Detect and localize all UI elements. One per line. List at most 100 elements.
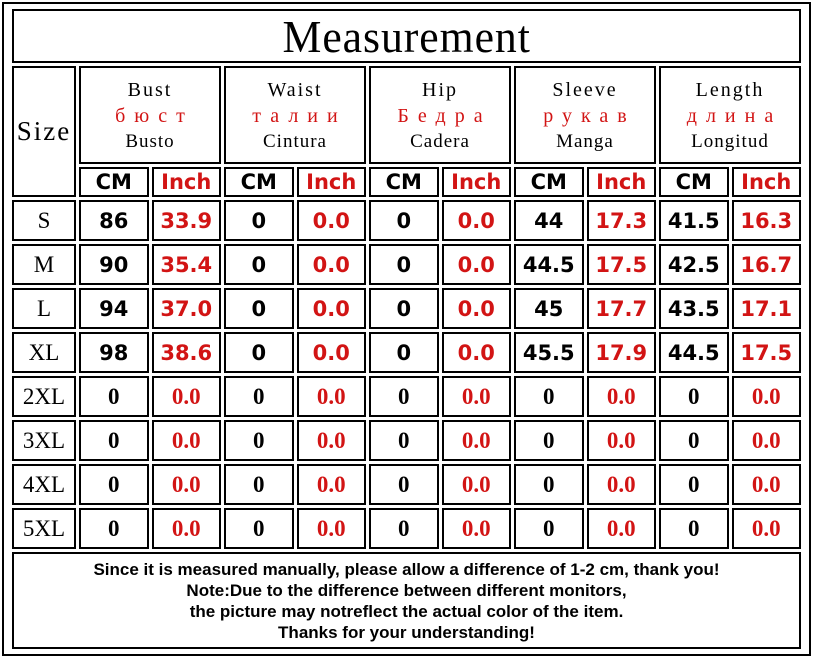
value-cell: 0.0 <box>731 376 801 417</box>
column-label-ru: Бедра <box>397 105 492 127</box>
value-cell: 0.0 <box>441 288 511 329</box>
value-cell: 0.0 <box>731 464 801 505</box>
value-cell: 16.7 <box>731 244 801 285</box>
value-cell: 17.9 <box>586 332 656 373</box>
value-cell: 0.0 <box>296 332 366 373</box>
value-cell: 0 <box>369 508 439 549</box>
column-group-bust: Bust бюст Busto <box>79 66 221 164</box>
column-label-en: Waist <box>267 79 323 101</box>
value-cell: 43.5 <box>659 288 729 329</box>
row-size-label: 2XL <box>12 376 76 417</box>
footer-note: Since it is measured manually, please al… <box>12 552 801 649</box>
value-cell: 0 <box>224 420 294 461</box>
value-cell: 35.4 <box>151 244 221 285</box>
value-cell: 90 <box>79 244 149 285</box>
value-cell: 44.5 <box>659 332 729 373</box>
value-cell: 38.6 <box>151 332 221 373</box>
value-cell: 0.0 <box>296 244 366 285</box>
column-label-es: Cadera <box>410 131 470 152</box>
value-cell: 0.0 <box>441 464 511 505</box>
value-cell: 0.0 <box>296 464 366 505</box>
column-label-en: Length <box>695 79 765 101</box>
value-cell: 0.0 <box>151 464 221 505</box>
column-label-ru: талии <box>252 105 347 127</box>
value-cell: 0.0 <box>441 376 511 417</box>
column-label-ru: длина <box>686 105 783 127</box>
value-cell: 0 <box>659 420 729 461</box>
value-cell: 16.3 <box>731 200 801 241</box>
row-size-label: L <box>12 288 76 329</box>
value-cell: 0 <box>79 420 149 461</box>
column-label-es: Manga <box>556 131 614 152</box>
unit-header-inch-sleeve: Inch <box>586 167 656 197</box>
size-column-header: Size <box>12 66 76 197</box>
row-size-label: S <box>12 200 76 241</box>
value-cell: 44.5 <box>514 244 584 285</box>
value-cell: 0 <box>369 244 439 285</box>
value-cell: 0 <box>79 464 149 505</box>
row-size-label: 4XL <box>12 464 76 505</box>
value-cell: 37.0 <box>151 288 221 329</box>
value-cell: 0 <box>659 376 729 417</box>
column-label-en: Bust <box>127 79 173 101</box>
unit-header-inch-length: Inch <box>731 167 801 197</box>
value-cell: 41.5 <box>659 200 729 241</box>
value-cell: 44 <box>514 200 584 241</box>
column-group-length: Length длина Longitud <box>659 66 801 164</box>
value-cell: 0 <box>224 464 294 505</box>
value-cell: 0 <box>514 420 584 461</box>
value-cell: 94 <box>79 288 149 329</box>
row-size-label: M <box>12 244 76 285</box>
value-cell: 0 <box>369 420 439 461</box>
value-cell: 0.0 <box>441 420 511 461</box>
value-cell: 0 <box>224 244 294 285</box>
value-cell: 0.0 <box>296 508 366 549</box>
value-cell: 0.0 <box>586 420 656 461</box>
value-cell: 0.0 <box>441 244 511 285</box>
page-title: Measurement <box>282 10 531 62</box>
value-cell: 0.0 <box>296 200 366 241</box>
title-box: Measurement <box>12 9 801 63</box>
value-cell: 17.3 <box>586 200 656 241</box>
column-label-en: Hip <box>422 79 458 101</box>
value-cell: 0 <box>369 376 439 417</box>
value-cell: 0 <box>224 288 294 329</box>
value-cell: 0.0 <box>441 508 511 549</box>
row-size-label: 3XL <box>12 420 76 461</box>
value-cell: 0.0 <box>151 420 221 461</box>
value-cell: 17.7 <box>586 288 656 329</box>
footer-line: Thanks for your understanding! <box>278 622 535 642</box>
value-cell: 17.1 <box>731 288 801 329</box>
value-cell: 0.0 <box>296 288 366 329</box>
value-cell: 0.0 <box>151 376 221 417</box>
value-cell: 0 <box>514 508 584 549</box>
value-cell: 0.0 <box>441 332 511 373</box>
value-cell: 0.0 <box>731 508 801 549</box>
column-label-ru: бюст <box>115 105 194 127</box>
value-cell: 0 <box>514 376 584 417</box>
column-label-es: Busto <box>125 131 175 152</box>
value-cell: 0 <box>224 200 294 241</box>
column-label-ru: рукав <box>543 105 636 127</box>
footer-line: the picture may notreflect the actual co… <box>189 601 624 621</box>
column-group-waist: Waist талии Cintura <box>224 66 366 164</box>
value-cell: 0 <box>79 508 149 549</box>
value-cell: 0.0 <box>586 464 656 505</box>
unit-header-inch-bust: Inch <box>151 167 221 197</box>
unit-header-inch-waist: Inch <box>296 167 366 197</box>
value-cell: 42.5 <box>659 244 729 285</box>
measurement-table: Size Bust бюст Busto Waist талии Cintura… <box>12 66 801 549</box>
unit-header-cm-length: CM <box>659 167 729 197</box>
row-size-label: XL <box>12 332 76 373</box>
column-label-es: Cintura <box>263 131 327 152</box>
value-cell: 0 <box>659 508 729 549</box>
value-cell: 0 <box>224 332 294 373</box>
value-cell: 0 <box>659 464 729 505</box>
row-size-label: 5XL <box>12 508 76 549</box>
footer-line: Note:Due to the difference between diffe… <box>186 580 627 600</box>
value-cell: 0 <box>369 288 439 329</box>
column-group-sleeve: Sleeve рукав Manga <box>514 66 656 164</box>
unit-header-cm-sleeve: CM <box>514 167 584 197</box>
value-cell: 0.0 <box>296 376 366 417</box>
